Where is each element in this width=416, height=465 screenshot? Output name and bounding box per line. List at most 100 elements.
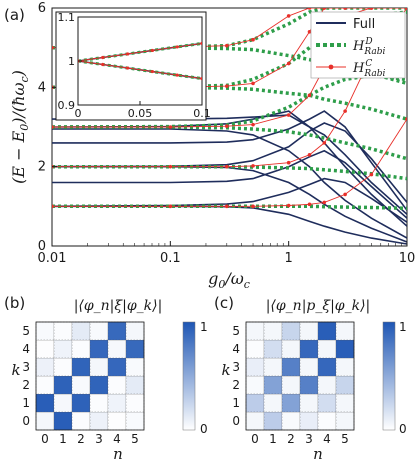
heatmap-cell [299,411,319,431]
inset-c-1-point-4 [175,73,179,77]
heatmap-cell [317,321,337,341]
panel-b-ylabel: k [11,361,20,379]
heatmap-cell [299,393,319,413]
inset-c-1-point-3 [150,69,154,74]
heatmap-cell [335,375,355,395]
heatmap-cell [317,357,337,377]
heatmap-x-tick-label: 4 [323,432,331,446]
heatmap-cell [89,375,109,395]
series-2-level-0-point-3 [251,204,255,209]
heatmap-cell [317,393,337,413]
heatmap-cell [53,321,73,341]
heatmap-cell [89,339,109,359]
heatmap-cell [107,393,127,413]
series-2-level-2-point-2 [224,124,229,129]
inset-y-tick-label: 1.1 [58,11,76,24]
heatmap-cell [89,393,109,413]
series-2-level-4-point-0 [52,45,54,50]
heatmap-cell [89,411,109,431]
series-2-level-0 [52,118,407,207]
heatmap-cell [35,321,55,341]
heatmap-cell [53,411,73,431]
heatmap-cell [53,339,73,359]
panel-b-colorbar [182,321,196,431]
heatmap-cell [35,357,55,377]
inset-c-0-point-4 [175,45,179,49]
series-2-level-0-point-6 [322,200,327,205]
heatmap-cell [89,357,109,377]
series-2-level-1-point-3 [251,164,255,168]
series-2-level-2-point-0 [52,125,54,129]
heatmap-cell [35,393,55,413]
x-tick-label: 0.01 [38,251,67,266]
heatmap-cell [125,393,145,413]
heatmap-cell [71,375,91,395]
legend-c-marker [328,64,334,70]
series-0-level-4 [52,149,407,219]
heatmap-cell [107,321,127,341]
panel-b-colorbar-max: 1 [200,320,208,334]
heatmap-cell [125,357,145,377]
heatmap-cell [125,339,145,359]
heatmap-x-tick-label: 4 [113,432,121,446]
heatmap-x-tick-label: 0 [251,432,259,446]
series-2-level-1-point-4 [286,160,291,165]
panel-b-title: |⟨φ_n|ξ|φ_k⟩| [74,298,163,314]
heatmap-x-tick-label: 1 [59,432,67,446]
inset-ticks: 0 0.05 0.1 0.9 1 1.1 [58,11,211,120]
heatmap-cell [263,393,283,413]
series-2-level-1-point-5 [307,152,312,157]
series-2-level-2-point-5 [307,93,312,98]
series-2-level-2-point-4 [286,113,291,117]
heatmap-cell [71,321,91,341]
heatmap-cell [245,321,265,341]
heatmap-cell [317,339,337,359]
heatmap-cell [263,375,283,395]
panel-c-colorbar-min: 0 [399,422,407,436]
series-2-level-0-point-2 [224,204,229,209]
series-2-level-0-point-9 [405,117,407,121]
heatmap-frame [35,321,145,431]
heatmap-cell [245,411,265,431]
heatmap-cell [71,393,91,413]
series-2-level-0-point-1 [168,204,173,209]
inset-curves [78,41,202,81]
heatmap-cell [263,339,283,359]
heatmap-cell [125,375,145,395]
x-tick-label: 0.1 [160,251,181,266]
heatmap-cell [245,339,265,359]
heatmap-y-tick-label: 3 [232,360,240,374]
panel-b-colorbar-min: 0 [200,422,208,436]
panel-b-xlabel: n [113,445,123,463]
inset-x-tick-label: 0.1 [193,107,211,120]
heatmap-cell [71,357,91,377]
heatmap-cell [281,411,301,431]
series-2-level-1-point-1 [168,164,173,169]
series-2-level-4-point-3 [251,37,255,42]
panel-c-label: (c) [214,294,234,312]
legend-full-label: Full [353,17,375,32]
panel-a-label: (a) [4,6,25,24]
series-1-level-3 [52,73,407,129]
heatmap-cell [299,357,319,377]
heatmap-cell [35,339,55,359]
panel-c-colorbar [382,321,396,431]
heatmap-cell [263,321,283,341]
series-2-level-4-point-9 [405,8,407,10]
heatmap-frame [245,321,355,431]
series-2-level-4-point-6 [322,8,327,10]
panel-a: 0.01 0.1 1 10 0 2 4 6 g0/ωc (E − E0)/(ħωc) 0 0.0… [9,1,415,291]
heatmap-cell [107,411,127,431]
panel-c-xlabel: n [313,445,323,463]
heatmap-cell [107,339,127,359]
panel-c-ylabel: k [221,361,230,379]
heatmap-cell [107,357,127,377]
inset-y-tick-label: 1 [68,55,75,68]
heatmap-y-tick-label: 4 [232,342,240,356]
y-tick-label: 2 [38,160,46,175]
heatmap-cell [245,393,265,413]
heatmap-y-tick-label: 1 [232,396,240,410]
panel-b-label: (b) [4,294,25,312]
